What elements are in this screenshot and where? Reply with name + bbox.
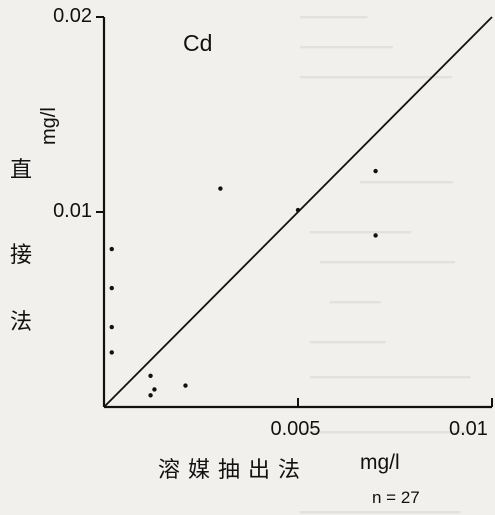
sample-count-annotation: n = 27 (372, 488, 420, 507)
y-tick-label: 0.02 (53, 5, 92, 27)
x-axis-label: 溶媒抽出法 (158, 458, 309, 483)
y-axis-label-char: 法 (10, 310, 33, 335)
data-point (183, 383, 188, 388)
x-tick-label: 0.005 (270, 418, 321, 440)
y-axis-label-char: 接 (10, 243, 33, 268)
axis-ticks (96, 16, 493, 407)
data-point (109, 285, 114, 291)
data-point (218, 186, 223, 191)
y-tick-label: 0.01 (53, 200, 92, 222)
y-axis-unit: mg/l (38, 107, 60, 145)
data-point (373, 168, 378, 174)
data-points (109, 168, 378, 398)
data-point (373, 233, 378, 238)
data-point (295, 207, 301, 213)
y-axis-label-char: 直 (10, 158, 33, 183)
x-tick-label: 0.01 (449, 418, 488, 440)
data-point (109, 324, 114, 330)
data-point (109, 350, 114, 355)
chart-title: Cd (183, 30, 213, 56)
x-axis-unit: mg/l (360, 451, 400, 474)
data-point (152, 387, 157, 392)
data-point (109, 246, 114, 252)
data-point (148, 393, 153, 398)
data-point (148, 373, 153, 378)
